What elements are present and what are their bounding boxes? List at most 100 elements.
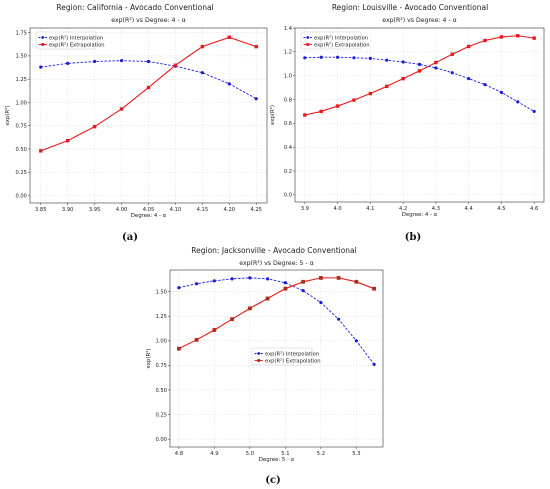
data-point: [372, 362, 376, 366]
data-point: [247, 306, 252, 311]
plot-frame: [169, 269, 384, 448]
data-point: [230, 277, 234, 281]
x-tick-label: 5.0: [246, 451, 254, 457]
data-point: [417, 62, 422, 66]
data-point: [212, 328, 217, 332]
y-tick-label: 0.00: [15, 193, 27, 199]
data-point: [66, 138, 70, 143]
data-point: [301, 289, 305, 293]
data-point: [337, 317, 341, 321]
data-point: [450, 52, 454, 56]
y-tick-label: 0.75: [155, 363, 167, 369]
data-point: [466, 44, 471, 49]
data-point: [335, 55, 340, 59]
y-tick-label: 0.6: [284, 121, 292, 127]
legend-label: exp(R²) Interpolation: [49, 35, 103, 41]
panel-title: Region: Louisville - Avocado Conventiona…: [332, 3, 488, 12]
data-point: [266, 277, 270, 281]
data-point: [212, 279, 216, 283]
x-tick-label: 4.05: [143, 207, 155, 213]
x-tick-label: 4.20: [224, 207, 236, 213]
data-point: [385, 84, 389, 89]
legend-label: exp(R²) Extrapolation: [314, 42, 370, 48]
y-tick-label: 1.2: [284, 50, 292, 56]
data-point: [368, 91, 373, 96]
x-tick-label: 3.85: [35, 207, 47, 213]
data-point: [230, 317, 235, 322]
y-tick-label: 0.4: [284, 145, 293, 151]
y-tick-label: 1.75: [15, 30, 27, 36]
legend-marker: [41, 43, 45, 46]
x-axis-label: Degree: 4 - α: [402, 212, 438, 218]
data-point: [319, 109, 323, 114]
y-tick-label: 1.25: [15, 77, 27, 83]
panel-caption: (a): [122, 232, 138, 243]
y-tick-label: 0.0: [284, 193, 292, 199]
data-point: [195, 282, 199, 286]
legend-box: [35, 31, 97, 50]
panel-title: Region: California - Avocado Conventiona…: [56, 3, 213, 12]
data-point: [401, 76, 405, 81]
panel-caption: (b): [405, 232, 421, 243]
data-point: [499, 90, 504, 94]
data-point: [483, 83, 487, 87]
data-point: [265, 296, 270, 301]
data-point: [301, 279, 306, 284]
data-point: [254, 97, 258, 101]
legend-marker: [306, 43, 310, 46]
data-point: [200, 71, 204, 75]
legend-box: [251, 347, 313, 366]
data-point: [532, 109, 536, 114]
y-axis-label: exp(R²): [269, 105, 276, 125]
data-point: [483, 38, 487, 43]
data-point: [516, 34, 520, 38]
plot-title: exp(R²) vs Degree: 5 - α: [239, 260, 313, 267]
panel-title: Region: Jacksonville - Avocado Conventio…: [191, 246, 357, 255]
x-tick-label: 4.1: [366, 206, 374, 212]
x-tick-label: 4.00: [116, 207, 128, 213]
data-point: [336, 275, 341, 280]
chart-panel-1: Region: California - Avocado Conventiona…: [4, 3, 268, 243]
series-line-extrapolation: [178, 277, 375, 350]
data-point: [146, 59, 151, 64]
data-point: [227, 82, 231, 86]
x-tick-label: 4.8: [175, 451, 183, 457]
data-point: [39, 65, 43, 69]
chart-panel-3: Region: Jacksonville - Avocado Conventio…: [145, 246, 384, 486]
y-tick-label: 1.00: [155, 339, 167, 345]
x-tick-label: 4.15: [197, 207, 209, 213]
data-point: [119, 58, 124, 63]
data-point: [319, 300, 323, 305]
x-tick-label: 4.0: [333, 206, 341, 212]
data-point: [227, 35, 231, 40]
x-tick-label: 4.2: [399, 206, 407, 212]
x-tick-label: 4.4: [465, 206, 474, 212]
panel-caption: (c): [265, 475, 281, 486]
y-tick-label: 0.2: [284, 169, 292, 175]
y-tick-label: 0.25: [15, 170, 27, 176]
plot-frame: [29, 27, 268, 204]
y-tick-label: 1.50: [15, 54, 27, 60]
data-point: [200, 44, 205, 49]
plot-title: exp(R²) vs Degree: 4 - α: [111, 17, 185, 24]
legend-marker: [257, 352, 261, 355]
data-point: [177, 286, 181, 290]
data-point: [401, 60, 405, 64]
data-point: [173, 63, 178, 67]
legend-label: exp(R²) Interpolation: [265, 351, 319, 357]
data-point: [352, 56, 356, 60]
y-axis-label: exp(R²): [4, 106, 11, 126]
data-point: [372, 286, 377, 291]
y-tick-label: 0.75: [15, 124, 27, 130]
data-point: [354, 339, 358, 343]
data-point: [354, 279, 359, 284]
data-point: [434, 66, 438, 70]
data-point: [248, 276, 252, 280]
data-point: [467, 77, 471, 81]
plot-title: exp(R²) vs Degree: 4 - α: [382, 17, 456, 24]
data-point: [319, 55, 323, 59]
data-point: [532, 36, 536, 40]
data-point: [303, 113, 307, 117]
